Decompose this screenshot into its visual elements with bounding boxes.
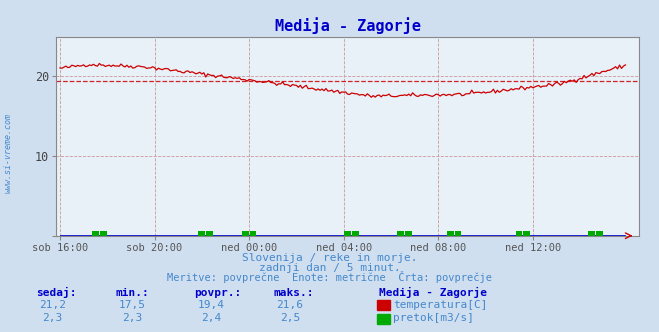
- Text: 2,3: 2,3: [43, 313, 63, 323]
- Bar: [352, 231, 359, 236]
- Bar: [344, 231, 351, 236]
- Text: 21,6: 21,6: [277, 300, 303, 310]
- Bar: [596, 231, 603, 236]
- Bar: [242, 231, 248, 236]
- Bar: [515, 231, 523, 236]
- Text: pretok[m3/s]: pretok[m3/s]: [393, 313, 474, 323]
- Text: povpr.:: povpr.:: [194, 288, 242, 298]
- Text: zadnji dan / 5 minut.: zadnji dan / 5 minut.: [258, 263, 401, 273]
- Text: Slovenija / reke in morje.: Slovenija / reke in morje.: [242, 253, 417, 263]
- Bar: [377, 300, 390, 310]
- Text: temperatura[C]: temperatura[C]: [393, 300, 488, 310]
- Bar: [588, 231, 595, 236]
- Bar: [523, 231, 530, 236]
- Bar: [447, 231, 453, 236]
- Bar: [100, 231, 107, 236]
- Text: maks.:: maks.:: [273, 288, 314, 298]
- Text: sedaj:: sedaj:: [36, 287, 76, 298]
- Text: Meritve: povprečne  Enote: metrične  Črta: povprečje: Meritve: povprečne Enote: metrične Črta:…: [167, 271, 492, 283]
- Text: 2,5: 2,5: [280, 313, 300, 323]
- Bar: [377, 314, 390, 324]
- Title: Medija - Zagorje: Medija - Zagorje: [275, 17, 420, 34]
- Bar: [92, 231, 99, 236]
- Text: 21,2: 21,2: [40, 300, 66, 310]
- Bar: [250, 231, 256, 236]
- Text: www.si-vreme.com: www.si-vreme.com: [4, 113, 13, 193]
- Bar: [455, 231, 461, 236]
- Bar: [206, 231, 213, 236]
- Bar: [198, 231, 205, 236]
- Bar: [405, 231, 412, 236]
- Text: 17,5: 17,5: [119, 300, 145, 310]
- Text: min.:: min.:: [115, 288, 149, 298]
- Bar: [397, 231, 404, 236]
- Text: 2,3: 2,3: [122, 313, 142, 323]
- Text: 2,4: 2,4: [201, 313, 221, 323]
- Text: Medija - Zagorje: Medija - Zagorje: [379, 287, 487, 298]
- Text: 19,4: 19,4: [198, 300, 224, 310]
